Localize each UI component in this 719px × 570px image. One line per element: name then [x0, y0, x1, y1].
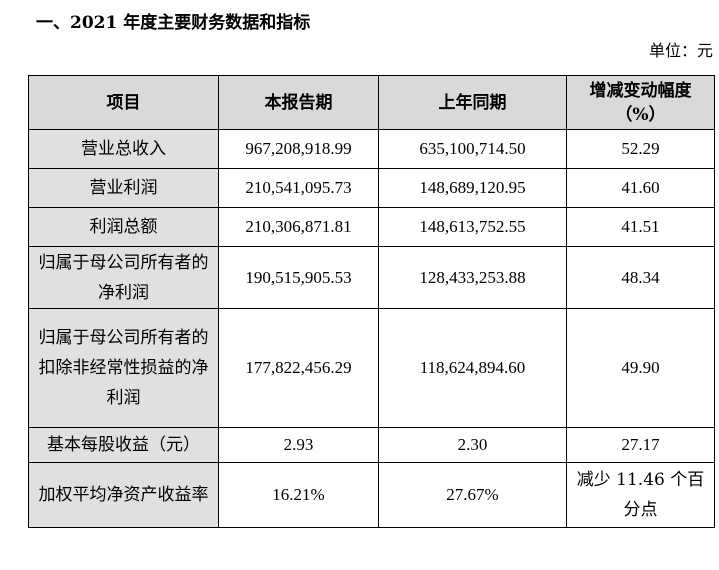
- row-change: 49.90: [566, 308, 715, 428]
- row-item: 营业总收入: [28, 129, 219, 169]
- table-row: 营业总收入 967,208,918.99 635,100,714.50 52.2…: [28, 129, 715, 169]
- table-row: 基本每股收益（元） 2.93 2.30 27.17: [28, 427, 715, 463]
- row-current: 967,208,918.99: [218, 129, 379, 169]
- row-prior: 148,689,120.95: [378, 168, 567, 208]
- row-change: 41.51: [566, 207, 715, 247]
- row-current: 210,541,095.73: [218, 168, 379, 208]
- header-item: 项目: [28, 75, 219, 130]
- row-change: 41.60: [566, 168, 715, 208]
- unit-label: 单位：元: [648, 41, 713, 60]
- table-row: 归属于母公司所有者的扣除非经常性损益的净利润 177,822,456.29 11…: [28, 308, 715, 428]
- row-current: 2.93: [218, 427, 379, 463]
- row-prior: 2.30: [378, 427, 567, 463]
- header-change: 增减变动幅度（%）: [566, 75, 715, 130]
- table-row: 加权平均净资产收益率 16.21% 27.67% 减少 11.46 个百分点: [28, 462, 715, 528]
- row-prior: 635,100,714.50: [378, 129, 567, 169]
- row-item: 利润总额: [28, 207, 219, 247]
- row-current: 16.21%: [218, 462, 379, 528]
- table-row: 营业利润 210,541,095.73 148,689,120.95 41.60: [28, 168, 715, 208]
- row-current: 190,515,905.53: [218, 246, 379, 309]
- row-change: 减少 11.46 个百分点: [566, 462, 715, 528]
- row-prior: 118,624,894.60: [378, 308, 567, 428]
- row-change: 27.17: [566, 427, 715, 463]
- section-title: 一、2021 年度主要财务数据和指标: [36, 13, 311, 33]
- row-current: 210,306,871.81: [218, 207, 379, 247]
- row-change: 52.29: [566, 129, 715, 169]
- financial-data-table: 项目 本报告期 上年同期 增减变动幅度（%） 营业总收入 967,208,918…: [28, 75, 715, 528]
- table-row: 利润总额 210,306,871.81 148,613,752.55 41.51: [28, 207, 715, 247]
- table-header-row: 项目 本报告期 上年同期 增减变动幅度（%）: [28, 75, 715, 130]
- header-current-period: 本报告期: [218, 75, 379, 130]
- row-item: 归属于母公司所有者的扣除非经常性损益的净利润: [28, 308, 219, 428]
- row-item: 归属于母公司所有者的净利润: [28, 246, 219, 309]
- header-prior-period: 上年同期: [378, 75, 567, 130]
- row-change: 48.34: [566, 246, 715, 309]
- row-prior: 27.67%: [378, 462, 567, 528]
- row-prior: 128,433,253.88: [378, 246, 567, 309]
- table-row: 归属于母公司所有者的净利润 190,515,905.53 128,433,253…: [28, 246, 715, 309]
- row-item: 基本每股收益（元）: [28, 427, 219, 463]
- row-prior: 148,613,752.55: [378, 207, 567, 247]
- row-item: 营业利润: [28, 168, 219, 208]
- row-item: 加权平均净资产收益率: [28, 462, 219, 528]
- row-current: 177,822,456.29: [218, 308, 379, 428]
